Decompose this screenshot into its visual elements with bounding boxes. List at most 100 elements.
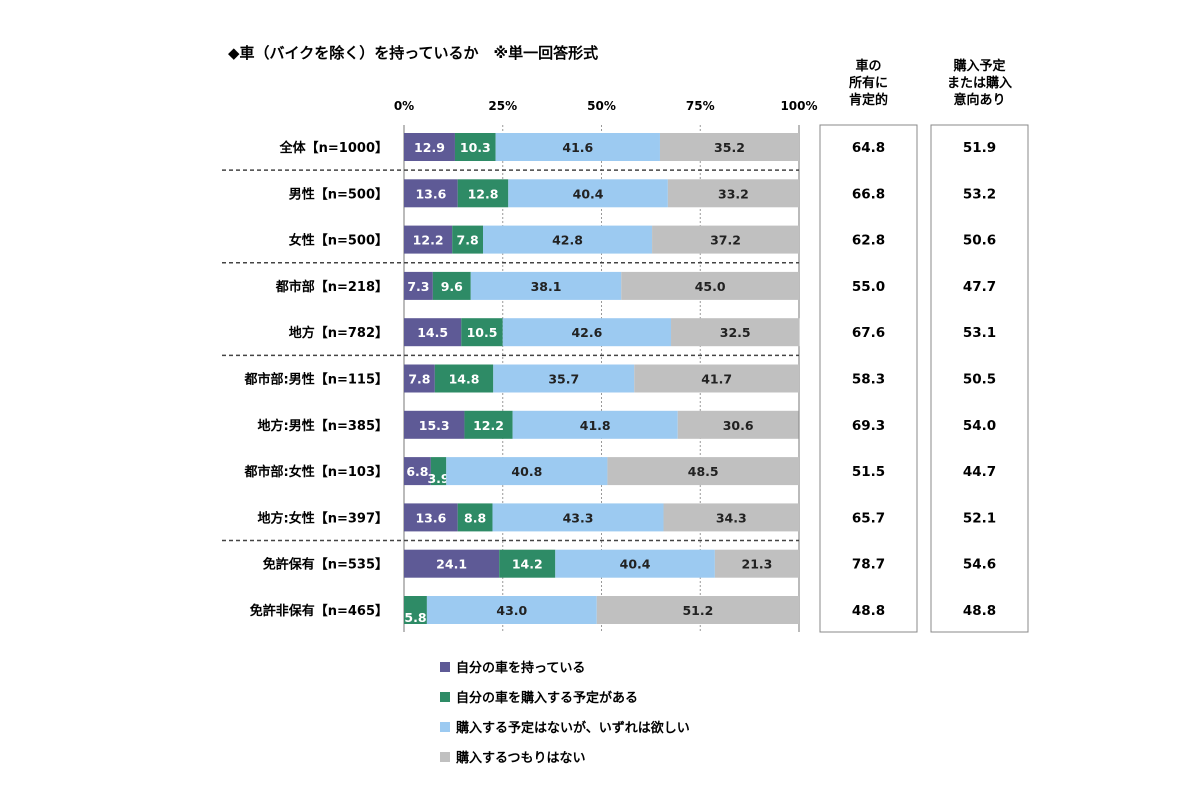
summary-value: 64.8 <box>852 140 885 156</box>
legend-swatch <box>440 752 450 762</box>
bar-segment <box>404 318 462 347</box>
data-label: 34.3 <box>716 510 747 525</box>
summary-value: 50.6 <box>963 233 996 249</box>
bar-segment <box>454 133 496 161</box>
summary-value: 51.9 <box>963 140 996 156</box>
data-label: 38.1 <box>531 279 562 294</box>
summary-header: 購入予定 <box>952 58 1005 74</box>
row-label: 地方:女性【n=397】 <box>258 510 388 526</box>
bar-segment <box>493 364 635 393</box>
bar-segment <box>404 596 427 624</box>
row-label: 都市部:男性【n=115】 <box>244 372 388 388</box>
data-label: 3.9 <box>427 471 449 486</box>
bar-segment <box>404 410 465 439</box>
bar-segment <box>621 271 799 300</box>
bar-segment <box>404 271 433 300</box>
summary-value: 50.5 <box>963 372 996 388</box>
summary-value: 48.8 <box>852 603 885 619</box>
bar-segment <box>596 596 799 624</box>
summary-value: 54.0 <box>963 418 996 434</box>
summary-value: 52.1 <box>963 510 996 526</box>
summary-value: 48.8 <box>963 603 996 619</box>
data-label: 37.2 <box>710 233 741 248</box>
data-label: 14.2 <box>512 557 543 572</box>
bar-segment <box>555 549 715 578</box>
bar-segment <box>457 503 493 532</box>
data-label: 40.4 <box>620 557 651 572</box>
summary-value: 53.2 <box>963 186 996 202</box>
summary-header: または購入 <box>947 75 1012 91</box>
data-label: 41.6 <box>562 140 593 155</box>
summary-column-frame <box>819 124 918 633</box>
data-label: 21.3 <box>742 557 773 572</box>
data-label: 10.3 <box>460 140 491 155</box>
summary-value: 62.8 <box>852 233 885 249</box>
row-label: 地方:男性【n=385】 <box>258 418 388 434</box>
data-label: 12.2 <box>413 233 444 248</box>
bar-segment <box>426 596 597 624</box>
data-label: 13.6 <box>415 510 446 525</box>
data-label: 12.9 <box>414 140 445 155</box>
bar-segment <box>508 179 668 208</box>
data-label: 43.0 <box>496 603 527 618</box>
data-label: 7.8 <box>457 233 479 248</box>
data-label: 35.2 <box>714 140 745 155</box>
summary-value: 53.1 <box>963 325 996 341</box>
data-label: 51.2 <box>682 603 713 618</box>
bar-segment <box>495 133 660 161</box>
summary-value: 55.0 <box>852 279 885 295</box>
summary-header: 所有に <box>849 75 888 91</box>
bar-segment <box>434 364 494 393</box>
summary-header: 車の <box>855 58 881 74</box>
data-label: 42.6 <box>571 325 602 340</box>
bar-segment <box>404 364 435 393</box>
summary-value: 78.7 <box>852 557 885 573</box>
bar-segment <box>677 410 799 439</box>
summary-value: 67.6 <box>852 325 885 341</box>
bar-segment <box>461 318 503 347</box>
data-label: 12.2 <box>473 418 504 433</box>
bar-segment <box>663 503 799 532</box>
data-label: 30.6 <box>723 418 754 433</box>
row-label: 免許保有【n=535】 <box>263 557 388 573</box>
bar-segment <box>404 503 458 532</box>
bar-segment <box>404 133 455 161</box>
bar-segment <box>502 318 672 347</box>
bar-segment <box>667 179 799 208</box>
bar-segment <box>714 549 799 578</box>
legend-swatch <box>440 722 450 732</box>
row-label: 都市部【n=218】 <box>275 279 388 295</box>
data-label: 40.4 <box>573 186 604 201</box>
row-label: 全体【n=1000】 <box>279 140 388 156</box>
bar-segment <box>512 410 678 439</box>
legend-swatch <box>440 662 450 672</box>
data-label: 41.8 <box>580 418 611 433</box>
legend-swatch <box>440 692 450 702</box>
bar-segment <box>464 410 513 439</box>
row-label: 地方【n=782】 <box>289 325 388 341</box>
data-label: 32.5 <box>720 325 751 340</box>
bar-segment <box>470 271 622 300</box>
bar-segment <box>430 457 447 486</box>
row-label: 女性【n=500】 <box>289 233 388 249</box>
bar-segment <box>492 503 664 532</box>
data-label: 40.8 <box>511 464 542 479</box>
summary-value: 47.7 <box>963 279 996 295</box>
bar-segment <box>499 549 556 578</box>
bar-segment <box>404 457 431 486</box>
bar-segment <box>652 225 799 254</box>
data-label: 41.7 <box>701 372 732 387</box>
x-tick-label: 0% <box>394 99 414 113</box>
data-label: 35.7 <box>548 372 579 387</box>
data-label: 45.0 <box>695 279 726 294</box>
data-label: 43.3 <box>563 510 594 525</box>
summary-value: 44.7 <box>963 464 996 480</box>
data-label: 9.6 <box>441 279 463 294</box>
data-label: 12.8 <box>468 186 499 201</box>
summary-column-frame <box>930 124 1029 633</box>
bar-segment <box>404 549 500 578</box>
data-label: 13.6 <box>415 186 446 201</box>
data-label: 33.2 <box>718 186 749 201</box>
bar-segment <box>446 457 608 486</box>
